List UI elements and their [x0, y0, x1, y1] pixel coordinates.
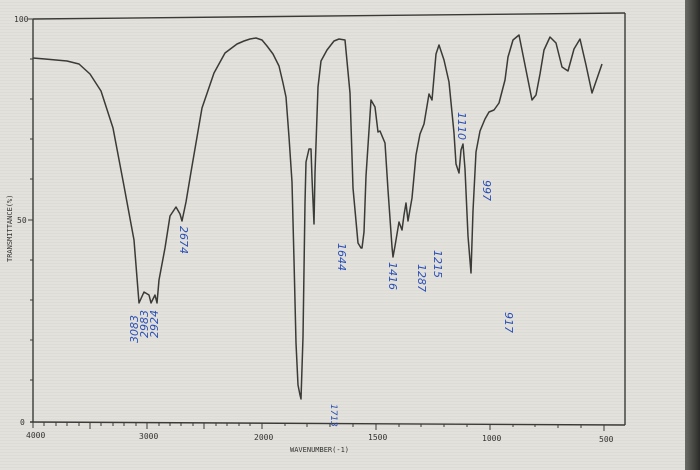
x-tick-3000: 3000: [139, 432, 158, 441]
spectrum-curve: [32, 34, 603, 400]
annotation-997: 997: [480, 180, 493, 201]
annotation-1644: 1644: [335, 243, 348, 271]
annotation-2674: 2674: [177, 226, 190, 254]
annotation-1110: 1110: [455, 112, 468, 140]
x-axis-ticks: [32, 422, 605, 431]
x-tick-1500: 1500: [368, 433, 387, 442]
annotation-1215: 1215: [431, 250, 444, 278]
x-tick-2000: 2000: [254, 433, 273, 442]
annotation-1287: 1287: [415, 264, 428, 292]
y-tick-100: 100: [14, 15, 29, 24]
annotation-2983: 2983: [138, 310, 151, 338]
annotation-1416: 1416: [386, 262, 399, 290]
x-tick-1000: 1000: [482, 434, 501, 443]
plot-frame: [29, 12, 626, 426]
x-tick-4000: 4000: [26, 431, 45, 440]
annotation-2924: 2924: [148, 310, 161, 338]
page-edge: [685, 0, 700, 470]
peak-annotations: 3083 2983 2924 2674 1713 1644 1416 1287 …: [128, 112, 515, 427]
y-axis-ticks: [28, 18, 33, 381]
x-axis-title: WAVENUMBER(-1): [290, 446, 349, 454]
y-tick-0: 0: [20, 418, 25, 427]
paper-background: [0, 0, 685, 470]
y-tick-50: 50: [17, 216, 27, 225]
y-axis-title: TRANSMITTANCE(%): [6, 195, 14, 262]
annotation-3083: 3083: [128, 315, 141, 343]
annotation-917: 917: [502, 312, 515, 333]
annotation-1713: 1713: [328, 404, 338, 427]
x-tick-500: 500: [599, 435, 614, 444]
